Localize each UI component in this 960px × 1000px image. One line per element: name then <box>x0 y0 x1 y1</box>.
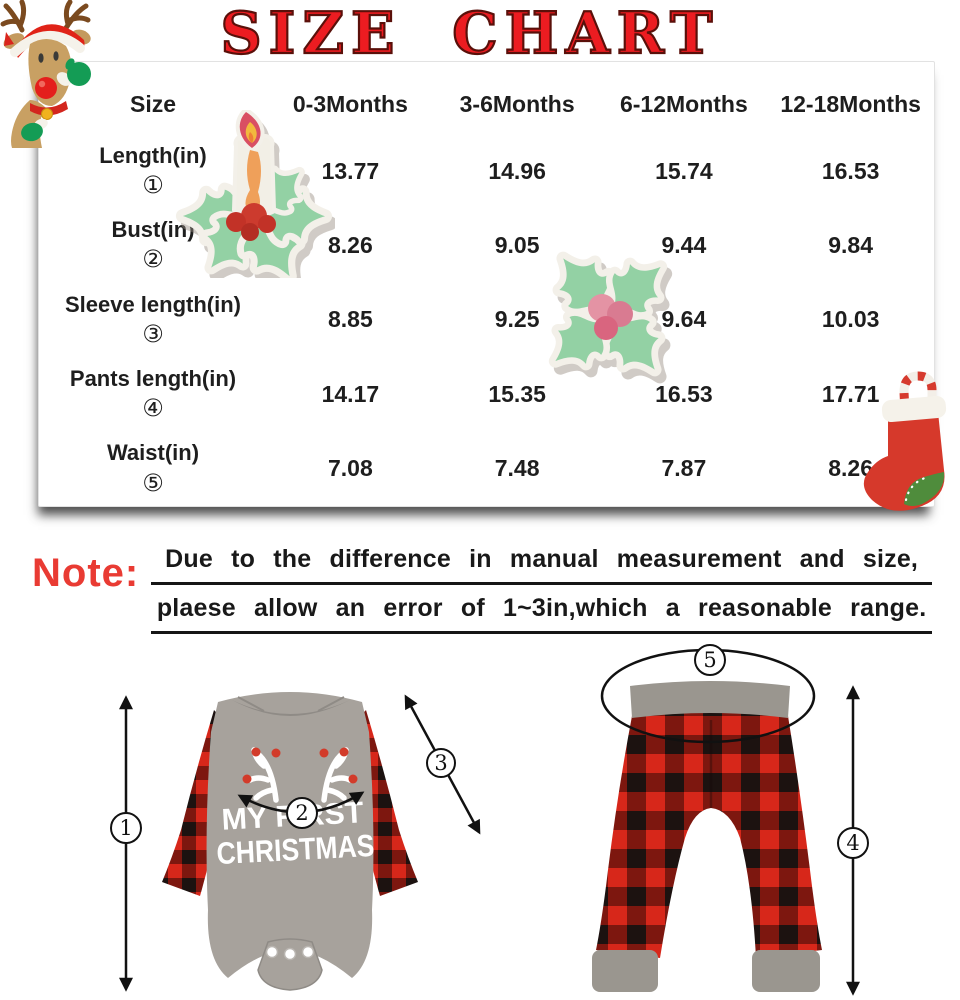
cell-pants-0-3m: 14.17 <box>321 380 380 407</box>
waist-ellipse: 5 <box>600 644 816 744</box>
col-header-3-6m: 3-6Months <box>459 90 575 117</box>
length-arrow: 1 <box>110 695 142 992</box>
row-label-text: Sleeve length(in) <box>64 291 242 317</box>
note-line-1: Due to the difference in manual measurem… <box>151 538 932 585</box>
cell-sleeve-3-6m: 9.25 <box>494 306 540 333</box>
col-header-6-12m: 6-12Months <box>619 90 748 117</box>
circle-label-2: 2 <box>295 801 308 825</box>
note-label: Note: <box>32 551 140 595</box>
measurement-diagram: MY FIRST CHRISTMAS 1 2 <box>0 640 960 1000</box>
cell-waist-3-6m: 7.48 <box>494 455 540 482</box>
holly-berries-sticker-icon <box>540 246 685 396</box>
page-title: SIZE CHART <box>219 0 720 67</box>
cell-length-12-18m: 16.53 <box>821 157 880 184</box>
circled-number-4: ④ <box>142 394 164 423</box>
note-line-2: plaese allow an error of 1~3in,which a r… <box>151 587 932 634</box>
pants-illustration <box>592 681 822 992</box>
cell-waist-6-12m: 7.87 <box>661 455 707 482</box>
col-header-12-18m: 12-18Months <box>780 90 921 117</box>
circle-label-1: 1 <box>119 816 132 840</box>
circled-number-5: ⑤ <box>142 468 164 497</box>
cell-bust-12-18m: 9.84 <box>828 232 873 259</box>
note-lines: Due to the difference in manual measurem… <box>151 538 932 636</box>
cell-bust-6-12m: 9.44 <box>661 232 707 259</box>
sleeve-arrow: 3 <box>404 694 481 835</box>
cell-waist-0-3m: 7.08 <box>327 455 373 482</box>
romper-print-line2: CHRISTMAS <box>216 828 376 871</box>
size-table-card: Size 0-3Months 3-6Months 6-12Months 12-1… <box>38 61 935 507</box>
cell-length-3-6m: 14.96 <box>488 157 546 184</box>
cell-pants-3-6m: 15.35 <box>488 380 546 407</box>
cell-pants-6-12m: 16.53 <box>655 380 713 407</box>
cell-sleeve-12-18m: 10.03 <box>821 306 880 333</box>
christmas-stocking-icon <box>858 370 960 533</box>
bust-arrow: 2 <box>237 791 365 829</box>
cell-length-6-12m: 15.74 <box>655 157 713 184</box>
cell-length-0-3m: 13.77 <box>321 157 380 184</box>
circle-label-3: 3 <box>434 751 447 775</box>
row-label-length: Length(in) ① <box>39 134 267 208</box>
circle-label-4: 4 <box>846 831 859 855</box>
row-label-sleeve: Sleeve length(in) ③ <box>39 283 267 357</box>
circled-number-3: ③ <box>142 319 164 348</box>
row-label-text: Pants length(in) <box>69 365 237 391</box>
cell-pants-12-18m: 17.71 <box>821 380 880 407</box>
reindeer-icon <box>0 0 100 153</box>
note-section: Note: Due to the difference in manual me… <box>32 538 932 636</box>
pants-length-arrow: 4 <box>837 685 869 996</box>
cell-sleeve-6-12m: 9.64 <box>661 306 707 333</box>
row-label-pants: Pants length(in) ④ <box>39 357 267 431</box>
row-label-text: Length(in) <box>99 142 207 168</box>
row-label-text: Waist(in) <box>106 440 200 466</box>
size-table: Size 0-3Months 3-6Months 6-12Months 12-1… <box>39 62 934 506</box>
circled-number-1: ① <box>142 171 164 200</box>
cell-bust-0-3m: 8.26 <box>327 232 373 259</box>
circle-label-5: 5 <box>703 648 716 672</box>
romper-illustration: MY FIRST CHRISTMAS <box>162 692 418 991</box>
row-label-waist: Waist(in) ⑤ <box>39 432 267 506</box>
cell-bust-3-6m: 9.05 <box>494 232 540 259</box>
cell-sleeve-0-3m: 8.85 <box>327 306 373 333</box>
candle-holly-sticker-icon <box>170 108 335 283</box>
col-header-size: Size <box>129 90 177 117</box>
col-header-0-3m: 0-3Months <box>292 90 408 117</box>
circled-number-2: ② <box>142 245 164 274</box>
